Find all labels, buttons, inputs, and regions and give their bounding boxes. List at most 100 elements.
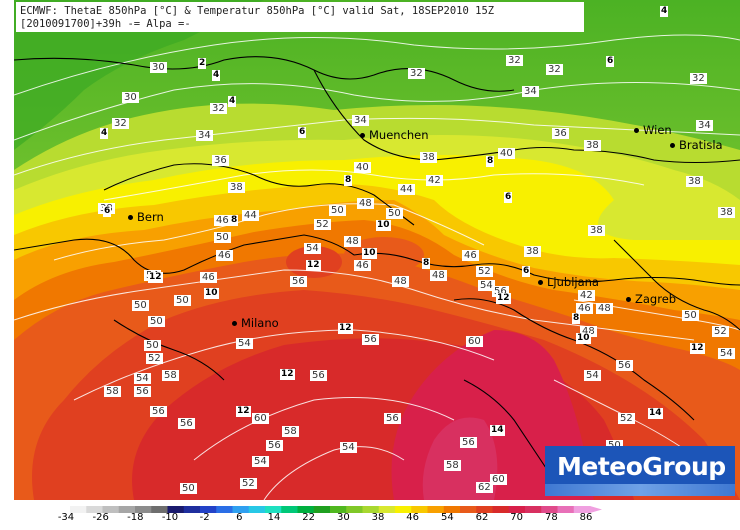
thetae-label: 38 [584,140,601,151]
color-scale-tick: 38 [371,512,385,523]
thetae-label: 52 [314,219,331,230]
thetae-label: 38 [524,246,541,257]
thetae-label: 54 [252,456,269,467]
temperature-label: 8 [486,156,495,167]
city-bern: Bern [128,210,164,224]
temperature-label: 6 [522,266,531,277]
thetae-label: 60 [490,474,507,485]
thetae-label: 36 [552,128,569,139]
color-scale-swatch [443,506,461,513]
temperature-label: 12 [496,293,511,304]
title-line-2: [2010091700]+39h -= Alpa =- [20,18,191,30]
color-scale-swatch [411,506,428,513]
color-scale-swatch [297,506,315,513]
thetae-label: 60 [466,336,483,347]
city-milano: Milano [232,316,279,330]
thetae-label: 54 [340,442,357,453]
thetae-label: 52 [240,478,257,489]
color-scale-swatch [313,506,331,513]
color-scale-tick: 62 [475,512,489,523]
color-scale-swatch [346,506,363,513]
thetae-label: 52 [146,353,163,364]
temperature-label: 2 [198,58,207,69]
thetae-label: 50 [214,232,231,243]
thetae-label: 32 [690,73,707,84]
thetae-label: 58 [104,386,121,397]
thetae-label: 56 [178,418,195,429]
thetae-label: 58 [162,370,179,381]
thetae-label: 54 [718,348,735,359]
thetae-label: 54 [134,373,151,384]
color-scale-tick: -10 [161,512,179,523]
thetae-label: 32 [506,55,523,66]
thetae-label: 30 [150,62,167,73]
color-scale-swatch [102,506,120,513]
temperature-label: 8 [422,258,431,269]
color-scale-swatch [460,506,477,513]
color-scale-tick: -34 [57,512,75,523]
temperature-label: 10 [376,220,391,231]
thetae-label: 50 [180,483,197,494]
thetae-label: 56 [290,276,307,287]
thetae-label: 34 [522,86,539,97]
temperature-label: 8 [344,175,353,186]
color-scale-swatch [378,506,396,513]
thetae-label: 40 [498,148,515,159]
thetae-label: 34 [696,120,713,131]
thetae-label: 38 [686,176,703,187]
thetae-label: 46 [354,260,371,271]
color-scale-swatch [427,506,445,513]
thetae-label: 48 [580,326,597,337]
temperature-label: 10 [204,288,219,299]
thetae-label: 46 [462,250,479,261]
color-scale-swatch [118,506,136,513]
temperature-label: 8 [572,313,581,324]
color-scale-tick: -26 [92,512,109,523]
thetae-label: 54 [584,370,601,381]
thetae-label: 52 [712,326,729,337]
thetae-label: 50 [329,205,346,216]
temperature-label: 12 [148,272,163,283]
thetae-label: 50 [606,440,623,451]
city-zagreb: Zagreb [626,292,676,306]
thetae-label: 48 [392,276,409,287]
thetae-label: 38 [718,207,735,218]
thetae-label: 62 [476,482,493,493]
color-scale-swatch [232,506,250,513]
temperature-label: 12 [280,369,295,380]
color-scale-swatch [70,506,87,513]
thetae-label: 56 [266,440,283,451]
thetae-label: 42 [578,290,595,301]
color-scale-arrow [590,506,602,513]
city-ljubljana: Ljubljana [538,275,599,289]
thetae-label: 50 [386,208,403,219]
thetae-label: 38 [420,152,437,163]
thetae-label: 46 [576,303,593,314]
color-scale-swatch [541,506,558,513]
thetae-field [14,0,740,500]
color-scale-swatch [167,506,185,513]
city-marker-icon [538,280,543,285]
map-title: ECMWF: ThetaE 850hPa [°C] & Temperatur 8… [16,2,584,32]
temperature-label: 4 [660,6,669,17]
thetae-label: 54 [304,243,321,254]
thetae-label: 50 [144,340,161,351]
thetae-label: 56 [492,286,509,297]
temperature-label: 4 [100,128,109,139]
thetae-label: 56 [134,386,151,397]
thetae-label: 50 [132,300,149,311]
thetae-label: 56 [616,360,633,371]
thetae-label: 52 [618,413,635,424]
temperature-label: 6 [606,56,615,67]
color-scale-swatch [492,506,510,513]
color-scale-swatch [525,506,542,513]
thetae-label: 32 [546,64,563,75]
color-scale-tick: 70 [510,512,524,523]
color-scale-tick: 6 [236,512,243,523]
thetae-label: 30 [122,92,139,103]
temperature-label: 12 [690,343,705,354]
thetae-label: 58 [282,426,299,437]
thetae-label: 46 [216,250,233,261]
city-marker-icon [626,297,631,302]
thetae-label: 32 [408,68,425,79]
